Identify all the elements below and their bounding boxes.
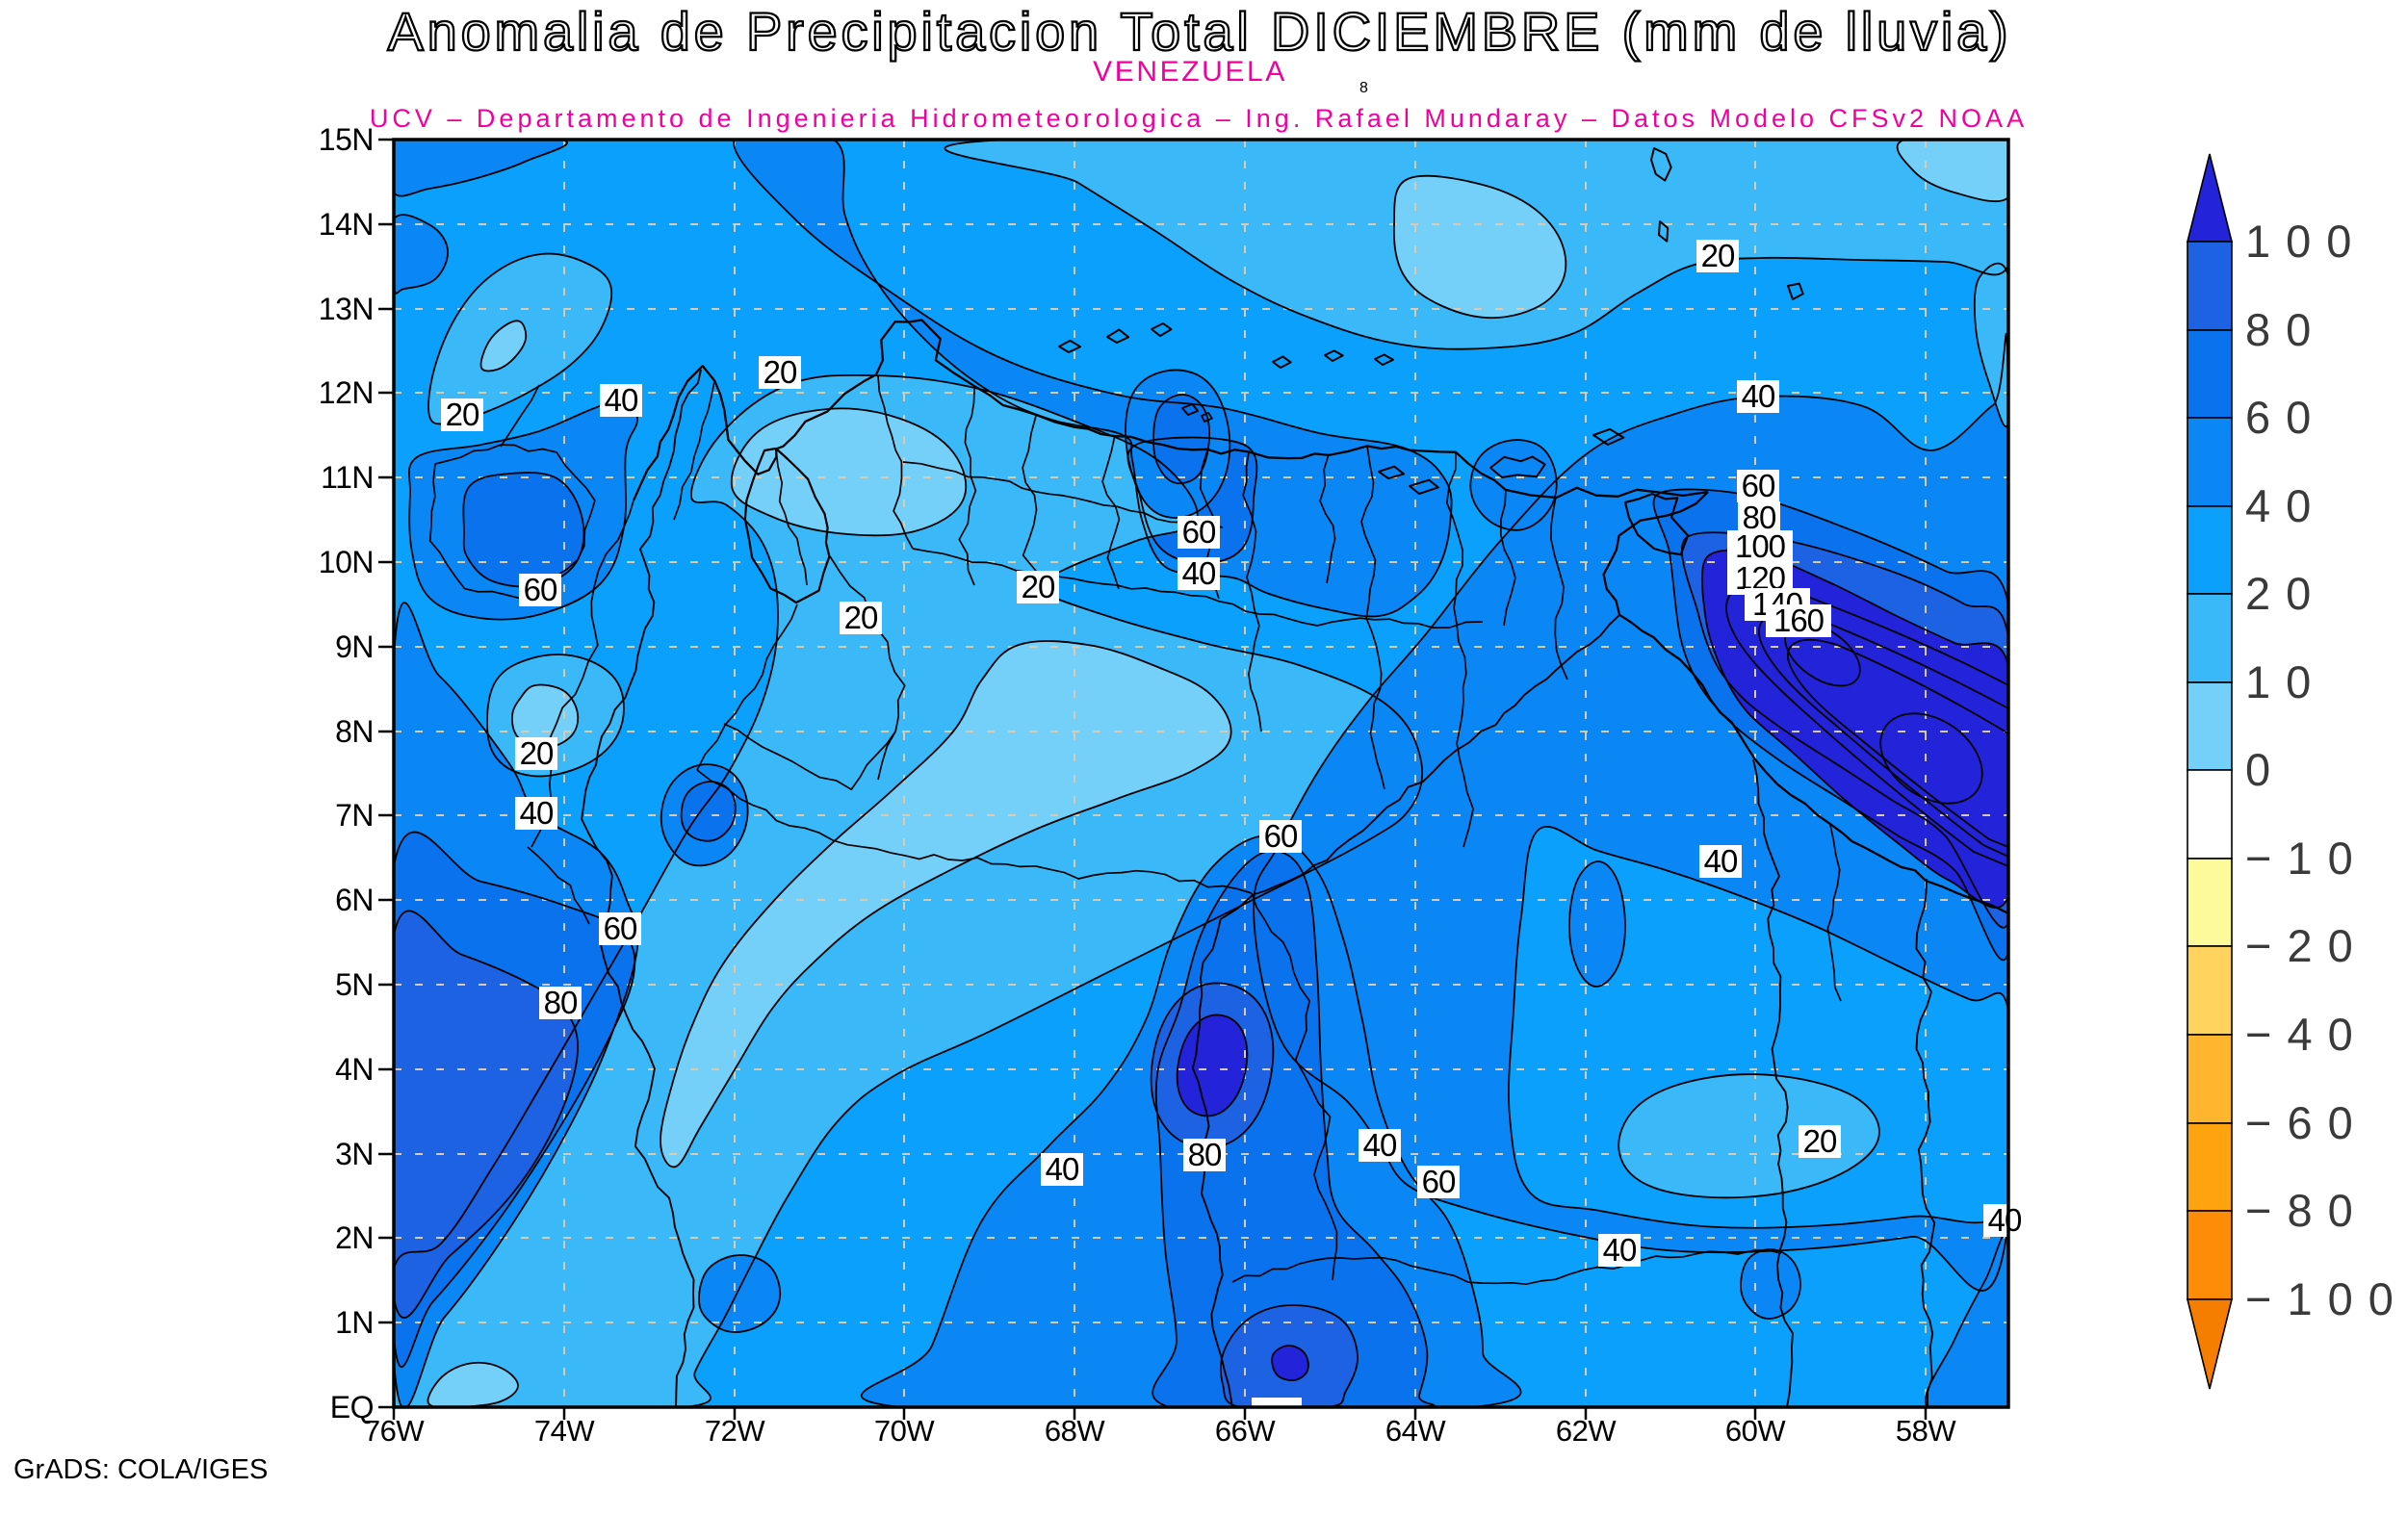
svg-text:Anomalia de Precipitacion Tota: Anomalia de Precipitacion Total DICIEMBR… <box>388 1 2012 62</box>
svg-text:10N: 10N <box>319 545 374 579</box>
svg-text:60: 60 <box>1182 514 1216 550</box>
svg-text:160: 160 <box>1773 603 1825 638</box>
svg-text:40: 40 <box>1046 1151 1079 1187</box>
svg-text:UCV – Departamento de Ingenier: UCV – Departamento de Ingenieria Hidrome… <box>370 104 2028 133</box>
svg-text:80: 80 <box>2245 304 2326 355</box>
svg-text:8: 8 <box>1359 80 1368 96</box>
svg-text:40: 40 <box>1603 1232 1637 1268</box>
svg-text:60: 60 <box>524 572 557 607</box>
svg-text:12N: 12N <box>319 375 374 410</box>
svg-text:−40: −40 <box>2245 1009 2368 1060</box>
svg-text:7N: 7N <box>335 798 374 833</box>
svg-text:20: 20 <box>2245 568 2326 619</box>
svg-text:13N: 13N <box>319 292 374 326</box>
svg-text:60: 60 <box>2245 392 2326 443</box>
svg-text:11N: 11N <box>321 460 374 495</box>
svg-text:40: 40 <box>1742 378 1775 414</box>
svg-text:6N: 6N <box>335 883 374 917</box>
svg-text:40: 40 <box>605 382 638 418</box>
svg-text:4N: 4N <box>335 1052 374 1087</box>
svg-text:80: 80 <box>1743 500 1776 535</box>
svg-text:40: 40 <box>520 795 554 831</box>
svg-text:8N: 8N <box>335 714 374 749</box>
svg-text:20: 20 <box>764 354 797 390</box>
svg-text:−100: −100 <box>2245 1273 2407 1324</box>
svg-text:20: 20 <box>1803 1123 1837 1159</box>
svg-text:0: 0 <box>2245 744 2286 795</box>
svg-text:1N: 1N <box>335 1305 374 1340</box>
svg-text:60: 60 <box>604 911 637 946</box>
svg-text:70W: 70W <box>874 1414 935 1448</box>
svg-text:60: 60 <box>1264 818 1298 854</box>
svg-text:72W: 72W <box>705 1414 765 1448</box>
svg-text:76W: 76W <box>364 1414 425 1448</box>
svg-text:10: 10 <box>2245 656 2326 707</box>
svg-text:40: 40 <box>1704 843 1738 879</box>
svg-text:20: 20 <box>1022 569 1055 604</box>
svg-text:68W: 68W <box>1045 1414 1105 1448</box>
svg-text:VENEZUELA: VENEZUELA <box>1093 56 1287 88</box>
svg-text:80: 80 <box>1188 1137 1222 1172</box>
svg-text:40: 40 <box>2245 480 2326 531</box>
svg-text:100: 100 <box>1735 528 1786 564</box>
svg-text:66W: 66W <box>1215 1414 1276 1448</box>
svg-text:60: 60 <box>1422 1164 1456 1199</box>
svg-text:40: 40 <box>1988 1202 2022 1238</box>
svg-text:40: 40 <box>1363 1127 1397 1163</box>
svg-text:GrADS: COLA/IGES: GrADS: COLA/IGES <box>13 1454 268 1485</box>
svg-text:20: 20 <box>520 735 554 771</box>
svg-text:14N: 14N <box>319 207 374 242</box>
svg-text:−60: −60 <box>2245 1097 2368 1148</box>
svg-text:100: 100 <box>2245 216 2367 267</box>
svg-text:64W: 64W <box>1385 1414 1446 1448</box>
svg-text:−80: −80 <box>2245 1185 2368 1236</box>
svg-text:60W: 60W <box>1725 1414 1786 1448</box>
svg-text:80: 80 <box>544 985 578 1020</box>
svg-text:60: 60 <box>1742 468 1775 503</box>
svg-text:74W: 74W <box>534 1414 595 1448</box>
svg-text:20: 20 <box>446 397 479 432</box>
svg-text:40: 40 <box>1182 555 1216 591</box>
svg-text:3N: 3N <box>335 1137 374 1171</box>
svg-text:EQ: EQ <box>330 1390 374 1424</box>
svg-text:5N: 5N <box>335 967 374 1002</box>
svg-text:9N: 9N <box>335 629 374 664</box>
svg-text:15N: 15N <box>319 122 374 157</box>
svg-text:−10: −10 <box>2245 833 2368 884</box>
svg-text:62W: 62W <box>1556 1414 1617 1448</box>
svg-text:2N: 2N <box>335 1220 374 1255</box>
svg-text:20: 20 <box>1701 238 1735 273</box>
svg-text:−20: −20 <box>2245 920 2368 971</box>
svg-text:58W: 58W <box>1896 1414 1956 1448</box>
svg-text:20: 20 <box>844 600 878 635</box>
